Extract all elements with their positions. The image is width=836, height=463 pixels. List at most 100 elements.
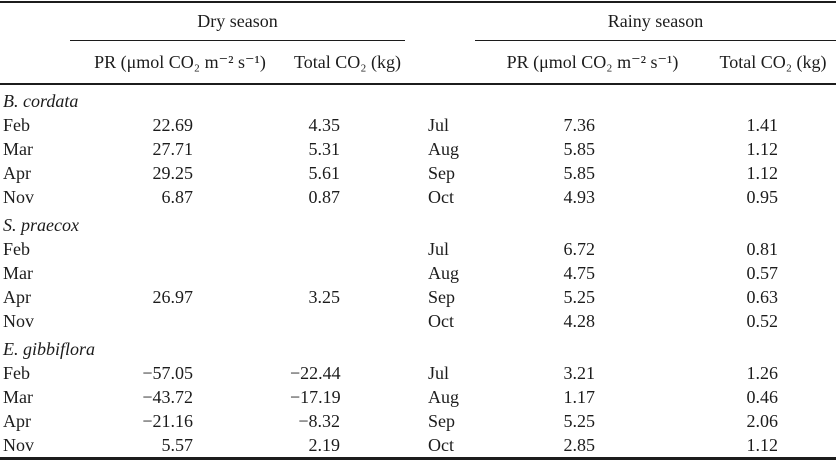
pr-value-cell: 5.25	[563, 286, 596, 307]
total-value-cell: 0.52	[746, 310, 779, 331]
month-cell: Oct	[428, 186, 455, 207]
pr-value-cell: 5.85	[563, 138, 596, 159]
gap-cell	[405, 2, 475, 41]
month-cell: Mar	[3, 138, 33, 159]
month-cell: Jul	[428, 114, 450, 135]
rainy-total-header: Total CO₂ (kg)	[710, 40, 836, 85]
month-cell: Nov	[3, 310, 34, 331]
total-value-cell: 1.12	[746, 138, 779, 159]
total-value-cell: 2.06	[746, 410, 779, 431]
pr-value-cell: 4.75	[563, 262, 596, 283]
species-row: E. gibbiflora	[0, 333, 836, 361]
pr-value-cell: −43.72	[142, 386, 193, 407]
pr-value-cell: 6.72	[563, 238, 596, 259]
total-value-cell: −17.19	[290, 386, 341, 407]
month-cell: Mar	[3, 386, 33, 407]
pr-value-cell	[70, 309, 290, 333]
pr-value-cell: 5.25	[563, 410, 596, 431]
pr-value-cell: 4.28	[563, 310, 596, 331]
total-value-cell: 0.87	[308, 186, 341, 207]
empty-corner-cell	[0, 40, 70, 85]
pr-value-cell: −21.16	[142, 410, 193, 431]
month-cell: Sep	[428, 286, 456, 307]
table-row: Mar 27.71 5.31 Aug 5.85 1.12	[0, 137, 836, 161]
pr-value-cell	[70, 237, 290, 261]
total-value-cell: −22.44	[290, 362, 341, 383]
total-value-cell	[290, 237, 405, 261]
pr-value-cell: 7.36	[563, 114, 596, 135]
species-name: S. praecox	[3, 215, 79, 235]
total-value-cell: −8.32	[298, 410, 341, 431]
dry-season-header: Dry season	[70, 2, 406, 41]
pr-value-cell: 3.21	[563, 362, 596, 383]
month-cell: Aug	[428, 138, 460, 159]
gap-cell	[405, 40, 476, 85]
table-row: Nov Oct 4.28 0.52	[0, 309, 836, 333]
pr-value-cell	[70, 261, 290, 285]
table-row: Apr −21.16 −8.32 Sep 5.25 2.06	[0, 409, 836, 433]
total-value-cell: 1.41	[746, 114, 779, 135]
pr-value-cell: 5.57	[161, 434, 194, 455]
total-value-cell: 0.46	[746, 386, 779, 407]
pr-value-cell: 5.85	[563, 162, 596, 183]
pr-value-cell: 27.71	[152, 138, 194, 159]
month-cell: Apr	[3, 162, 31, 183]
pr-value-cell: 2.85	[563, 434, 596, 455]
table-row: Feb Jul 6.72 0.81	[0, 237, 836, 261]
season-header-row: Dry season Rainy season	[0, 2, 836, 41]
pr-value-cell: 6.87	[161, 186, 194, 207]
total-value-cell: 0.95	[746, 186, 779, 207]
month-cell: Feb	[3, 238, 30, 259]
total-value-cell: 1.12	[746, 162, 779, 183]
pr-value-cell: 26.97	[152, 286, 194, 307]
month-cell: Aug	[428, 262, 460, 283]
total-value-cell: 1.26	[746, 362, 779, 383]
total-value-cell	[290, 309, 405, 333]
dry-total-header: Total CO₂ (kg)	[290, 40, 406, 85]
total-value-cell: 0.63	[746, 286, 779, 307]
dry-pr-header: PR (μmol CO₂ m⁻² s⁻¹)	[70, 40, 290, 85]
month-cell: Oct	[428, 434, 455, 455]
month-cell: Sep	[428, 162, 456, 183]
species-name: E. gibbiflora	[3, 339, 96, 359]
table-row: Nov 6.87 0.87 Oct 4.93 0.95	[0, 185, 836, 209]
month-cell: Jul	[428, 238, 450, 259]
empty-corner-cell	[0, 2, 70, 41]
table-row: Nov 5.57 2.19 Oct 2.85 1.12	[0, 433, 836, 459]
total-value-cell: 5.31	[308, 138, 341, 159]
rainy-pr-header: PR (μmol CO₂ m⁻² s⁻¹)	[475, 40, 711, 85]
month-cell: Mar	[3, 262, 33, 283]
rainy-season-header: Rainy season	[475, 2, 836, 41]
month-cell: Sep	[428, 410, 456, 431]
month-cell: Feb	[3, 114, 30, 135]
table-row: Mar −43.72 −17.19 Aug 1.17 0.46	[0, 385, 836, 409]
pr-value-cell: 29.25	[152, 162, 194, 183]
table-row: Apr 29.25 5.61 Sep 5.85 1.12	[0, 161, 836, 185]
table-row: Mar Aug 4.75 0.57	[0, 261, 836, 285]
pr-value-cell: 4.93	[563, 186, 596, 207]
pr-value-cell: 22.69	[152, 114, 194, 135]
total-value-cell: 4.35	[308, 114, 341, 135]
month-cell: Oct	[428, 310, 455, 331]
total-value-cell: 5.61	[308, 162, 341, 183]
total-value-cell: 0.57	[746, 262, 779, 283]
total-value-cell: 2.19	[308, 434, 341, 455]
month-cell: Nov	[3, 434, 34, 455]
total-value-cell: 3.25	[308, 286, 341, 307]
species-row: B. cordata	[0, 84, 836, 113]
pr-value-cell: −57.05	[142, 362, 193, 383]
table-row: Feb −57.05 −22.44 Jul 3.21 1.26	[0, 361, 836, 385]
total-value-cell: 0.81	[746, 238, 779, 259]
total-value-cell: 1.12	[746, 434, 779, 455]
pr-value-cell: 1.17	[563, 386, 596, 407]
month-cell: Apr	[3, 286, 31, 307]
species-row: S. praecox	[0, 209, 836, 237]
species-name: B. cordata	[3, 91, 79, 111]
month-cell: Apr	[3, 410, 31, 431]
month-cell: Nov	[3, 186, 34, 207]
table-row: Apr 26.97 3.25 Sep 5.25 0.63	[0, 285, 836, 309]
column-header-row: PR (μmol CO₂ m⁻² s⁻¹) Total CO₂ (kg) PR …	[0, 40, 836, 85]
total-value-cell	[290, 261, 405, 285]
